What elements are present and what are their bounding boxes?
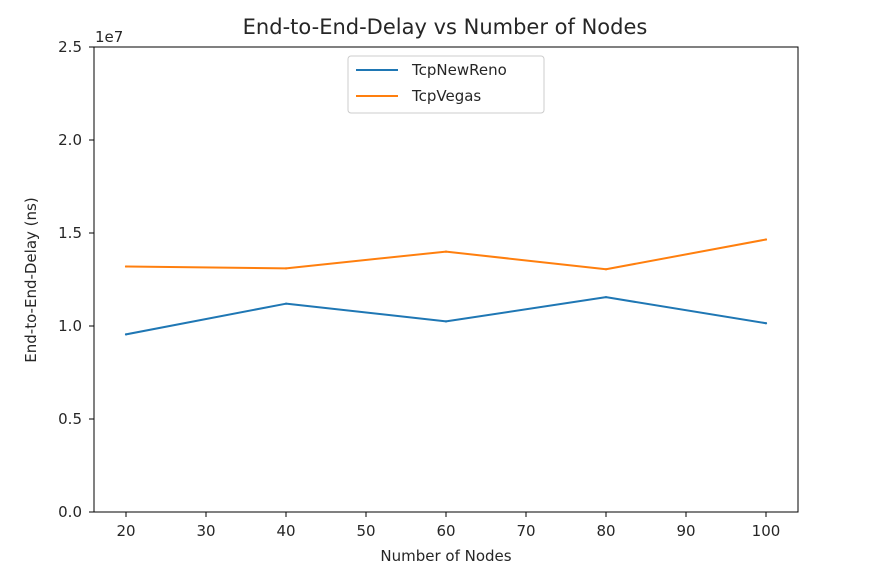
data-point-tcpvegas — [284, 267, 288, 270]
x-tick-label: 90 — [676, 522, 695, 540]
legend-label-tcpvegas: TcpVegas — [411, 87, 481, 105]
x-tick-label: 50 — [356, 522, 375, 540]
data-point-tcpnewreno — [284, 302, 288, 305]
x-tick-label: 70 — [516, 522, 535, 540]
axis-ticks: 20 30 40 50 60 70 80 90 100 0.0 0.5 1.0 1.5 2.0 2.5 — [58, 38, 780, 540]
y-axis-offset-label: 1e7 — [95, 28, 123, 46]
data-point-tcpvegas — [764, 238, 768, 241]
data-point-tcpnewreno — [444, 320, 448, 323]
x-tick-label: 30 — [196, 522, 215, 540]
data-point-tcpvegas — [124, 265, 128, 268]
y-tick-label: 0.0 — [58, 503, 82, 521]
data-point-tcpnewreno — [124, 333, 128, 336]
legend: TcpNewReno TcpVegas — [347, 55, 545, 114]
x-tick-label: 100 — [752, 522, 781, 540]
series-lines — [124, 238, 768, 336]
series-line-tcpnewreno — [125, 296, 767, 336]
series-line-tcpvegas — [125, 238, 767, 271]
y-tick-label: 1.5 — [58, 224, 82, 242]
chart-title: End-to-End-Delay vs Number of Nodes — [243, 15, 648, 39]
x-tick-label: 20 — [116, 522, 135, 540]
legend-label-tcpnewreno: TcpNewReno — [411, 61, 507, 79]
y-tick-label: 0.5 — [58, 410, 82, 428]
data-point-tcpnewreno — [764, 322, 768, 325]
data-point-tcpvegas — [444, 250, 448, 253]
y-tick-label: 1.0 — [58, 317, 82, 335]
y-tick-label: 2.0 — [58, 131, 82, 149]
data-point-tcpvegas — [604, 268, 608, 271]
plot-frame — [93, 46, 799, 513]
x-axis-label: Number of Nodes — [380, 547, 511, 565]
data-point-tcpnewreno — [604, 296, 608, 299]
x-tick-label: 60 — [436, 522, 455, 540]
y-tick-label: 2.5 — [58, 38, 82, 56]
x-tick-label: 40 — [276, 522, 295, 540]
x-tick-label: 80 — [596, 522, 615, 540]
y-axis-label: End-to-End-Delay (ns) — [22, 197, 40, 362]
